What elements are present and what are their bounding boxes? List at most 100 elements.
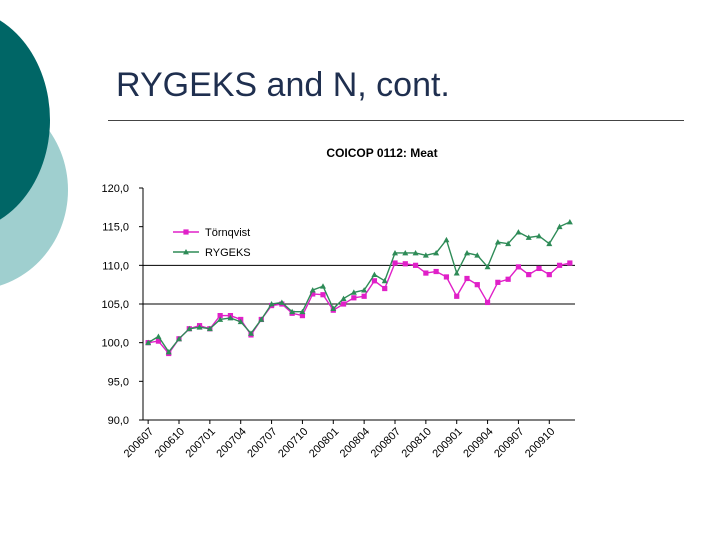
data-point-tornqvist: [412, 262, 419, 268]
data-point-rygeks: [505, 240, 512, 247]
data-point-rygeks: [546, 240, 553, 247]
data-point-rygeks: [217, 316, 224, 322]
line-chart: COICOP 0112: Meat 90,0 95,0 100,0 105,0 110,…: [101, 146, 575, 460]
y-tick-label: 105,0: [101, 299, 129, 311]
data-point-rygeks: [278, 299, 285, 305]
data-point-rygeks: [433, 249, 440, 256]
x-tick-label: 200610: [153, 426, 187, 460]
data-point-rygeks: [536, 232, 542, 239]
data-point-tornqvist: [515, 264, 522, 270]
data-point-rygeks: [206, 325, 213, 332]
data-point-rygeks: [402, 249, 409, 256]
data-point-tornqvist: [526, 272, 532, 278]
x-tick-label: 200901: [430, 426, 464, 460]
data-point-tornqvist: [556, 262, 563, 268]
data-point-rygeks: [165, 348, 172, 355]
data-point-rygeks: [186, 325, 193, 332]
series-line-tornqvist: [148, 262, 571, 355]
legend-label-tornqvist: Törnqvist: [205, 227, 250, 239]
data-point-tornqvist: [464, 275, 470, 282]
data-point-rygeks: [556, 223, 563, 230]
y-tick-label: 95,0: [108, 376, 129, 388]
gridlines: [143, 264, 575, 305]
x-tick-label: 200701: [184, 426, 218, 460]
data-point-rygeks: [227, 314, 234, 321]
data-point-tornqvist: [484, 299, 491, 306]
data-point-rygeks: [474, 252, 481, 258]
data-point-rygeks: [392, 249, 398, 256]
data-point-tornqvist: [536, 265, 542, 272]
data-point-tornqvist: [546, 272, 552, 278]
series-lines: [145, 219, 573, 357]
x-tick-label: 200810: [400, 426, 434, 460]
x-tick-label: 200910: [523, 426, 557, 460]
decorative-shapes: [0, 20, 68, 286]
legend: Törnqvist RYGEKS: [173, 227, 251, 259]
legend-marker-triangle: [183, 249, 189, 255]
y-tick-label: 115,0: [102, 222, 129, 234]
data-point-rygeks: [309, 287, 316, 293]
x-tick-label: 200607: [122, 426, 156, 460]
data-point-tornqvist: [392, 260, 398, 266]
data-point-tornqvist: [474, 282, 480, 288]
data-point-tornqvist: [443, 274, 450, 280]
data-point-rygeks: [299, 308, 306, 315]
x-tick-label: 200801: [307, 426, 341, 460]
data-point-tornqvist: [299, 313, 306, 319]
y-tick-label: 90,0: [108, 415, 129, 427]
data-point-tornqvist: [495, 279, 501, 285]
data-point-rygeks: [484, 263, 491, 270]
x-tick-label: 200710: [276, 426, 310, 460]
data-point-rygeks: [515, 229, 522, 235]
data-point-rygeks: [155, 333, 162, 339]
data-point-rygeks: [145, 339, 152, 346]
slide-title: RYGEKS and N, cont.: [116, 66, 450, 104]
data-point-tornqvist: [310, 291, 316, 297]
data-point-tornqvist: [320, 292, 326, 298]
data-point-tornqvist: [382, 285, 388, 292]
data-point-rygeks: [248, 330, 254, 336]
data-point-rygeks: [443, 236, 450, 243]
x-tick-label: 200804: [338, 426, 372, 460]
data-point-tornqvist: [423, 270, 429, 276]
x-tick-label: 200807: [369, 426, 403, 460]
data-point-rygeks: [371, 271, 378, 278]
data-point-rygeks: [340, 295, 347, 301]
x-tick-label: 200707: [245, 426, 279, 460]
data-point-rygeks: [422, 252, 429, 258]
x-tick-label: 200704: [214, 426, 248, 460]
data-point-tornqvist: [371, 278, 378, 284]
y-tick-label: 110,0: [102, 260, 129, 272]
data-point-tornqvist: [361, 293, 367, 299]
data-point-rygeks: [412, 249, 419, 256]
data-point-tornqvist: [351, 295, 357, 301]
data-point-rygeks: [464, 249, 470, 256]
data-point-tornqvist: [217, 313, 223, 319]
data-point-tornqvist: [567, 260, 573, 266]
x-tick-label: 200907: [492, 426, 526, 460]
series-line-rygeks: [147, 221, 571, 354]
data-point-tornqvist: [433, 268, 439, 275]
legend-label-rygeks: RYGEKS: [205, 247, 251, 259]
legend-marker-square: [183, 229, 189, 235]
data-point-rygeks: [381, 277, 388, 284]
data-point-rygeks: [453, 270, 460, 276]
data-point-rygeks: [196, 324, 203, 330]
data-point-rygeks: [258, 316, 265, 322]
data-point-rygeks: [494, 239, 501, 245]
data-point-rygeks: [361, 287, 368, 293]
data-point-tornqvist: [402, 261, 408, 267]
y-tick-label: 100,0: [101, 338, 129, 350]
data-point-rygeks: [289, 308, 296, 315]
decor-circle-dark: [0, 20, 50, 220]
data-point-rygeks: [525, 234, 532, 240]
data-point-rygeks: [350, 289, 357, 295]
data-point-rygeks: [176, 335, 182, 342]
data-point-rygeks: [237, 318, 244, 325]
data-point-rygeks: [320, 283, 326, 289]
data-point-tornqvist: [454, 293, 460, 299]
y-tick-label: 120,0: [101, 183, 129, 195]
data-point-rygeks: [268, 301, 275, 307]
data-point-tornqvist: [155, 338, 162, 344]
axes: 90,095,0100,0105,0110,0115,0120,02006072…: [101, 183, 575, 460]
